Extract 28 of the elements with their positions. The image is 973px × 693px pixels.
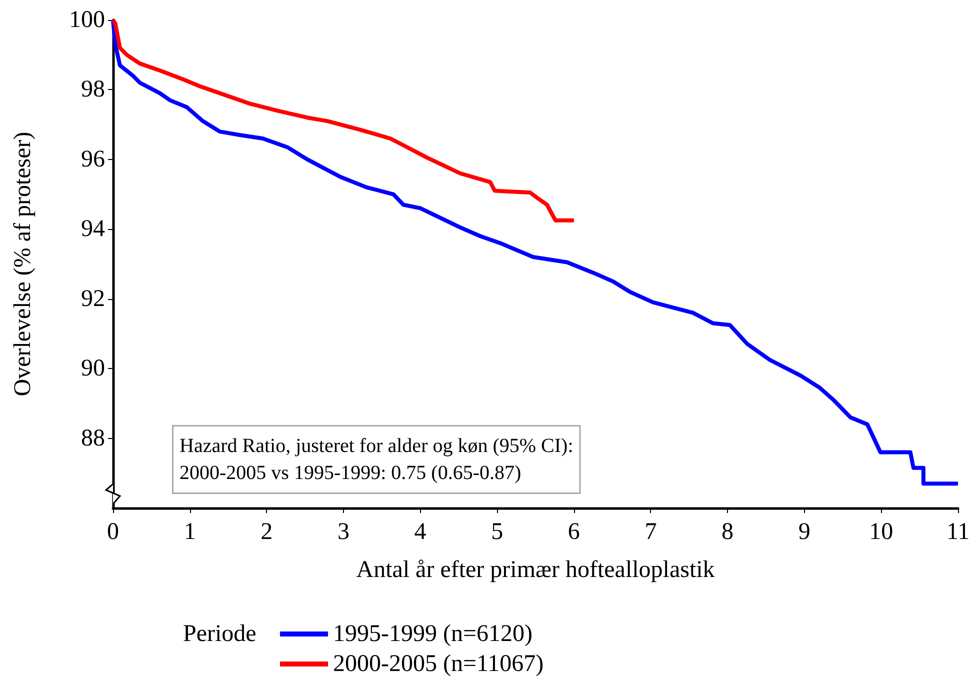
x-tick-label: 8	[722, 519, 734, 545]
x-tick-label: 1	[184, 519, 196, 545]
annotation: 2000-2005 vs 1995-1999: 0.75 (0.65-0.87)	[180, 462, 522, 484]
x-axis-title: Antal år efter primær hoftealloplastik	[356, 557, 715, 583]
x-tick-label: 10	[869, 519, 894, 545]
legend-label: 2000-2005 (n=11067)	[333, 651, 544, 677]
y-tick-label: 100	[69, 7, 105, 33]
y-tick-label: 94	[81, 216, 105, 242]
y-tick-label: 98	[81, 76, 105, 103]
x-tick-label: 5	[491, 519, 504, 545]
x-tick-label: 6	[568, 519, 580, 545]
x-tick-label: 11	[946, 519, 970, 545]
line-series	[111, 18, 576, 222]
x-tick-label: 4	[414, 519, 426, 545]
y-tick-label: 90	[81, 356, 105, 382]
y-tick-label: 92	[81, 286, 105, 312]
legend-label: 1995-1999 (n=6120)	[333, 621, 533, 647]
y-tick-label: 88	[81, 425, 105, 452]
x-tick-label: 2	[260, 519, 273, 545]
annotation: Hazard Ratio, justeret for alder og køn (95% CI):	[180, 435, 574, 457]
x-tick-label: 9	[798, 519, 810, 545]
x-tick-label: 7	[644, 519, 657, 545]
y-tick-label: 96	[81, 146, 105, 172]
x-tick-label: 3	[337, 519, 350, 545]
line-series	[111, 18, 960, 486]
legend-title: Periode	[183, 621, 256, 647]
x-tick-label: 0	[107, 519, 119, 545]
y-axis-title: Overlevelse (% af proteser)	[10, 132, 36, 396]
